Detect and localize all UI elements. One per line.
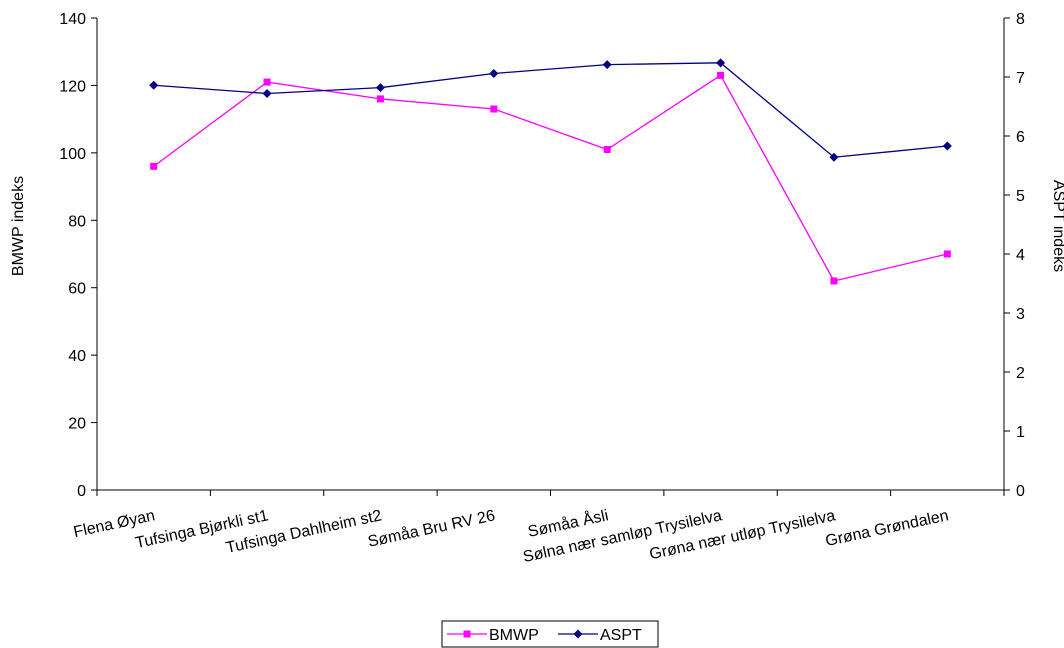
y2-tick-label: 6 [1016, 129, 1025, 146]
data-point-aspt [942, 141, 952, 151]
series-line-aspt [153, 62, 948, 158]
data-point-aspt [375, 83, 385, 93]
y-tick-label: 100 [59, 146, 86, 163]
y-tick-label: 20 [68, 416, 86, 433]
data-point-bmwp [943, 250, 951, 258]
data-point-bmwp [150, 162, 158, 170]
legend: BMWP ASPT [441, 620, 659, 648]
data-point-aspt [489, 68, 499, 78]
data-point-bmwp [603, 145, 611, 153]
y-tick-label: 80 [68, 213, 86, 230]
y2-tick-label: 2 [1016, 365, 1025, 382]
data-point-bmwp [717, 71, 725, 79]
y-tick-label: 40 [68, 348, 86, 365]
y-tick-label: 120 [59, 78, 86, 95]
legend-aspt-label: ASPT [600, 627, 642, 644]
data-point-aspt [262, 89, 272, 99]
data-point-bmwp [376, 95, 384, 103]
y-axis-label: BMWP indeks [10, 176, 27, 276]
series-aspt [149, 58, 952, 162]
data-point-bmwp [830, 277, 838, 285]
y2-tick-label: 5 [1016, 188, 1025, 205]
legend-bmwp-label: BMWP [489, 627, 539, 644]
y-tick-label: 60 [68, 281, 86, 298]
y2-tick-label: 1 [1016, 424, 1025, 441]
legend-aspt-marker [573, 629, 583, 639]
axes: 0 20 40 60 80 100 120 140 0 1 2 3 4 5 6 7 8 [59, 11, 1025, 500]
data-point-bmwp [263, 78, 271, 86]
y2-tick-label: 8 [1016, 11, 1025, 28]
y2-tick-label: 3 [1016, 306, 1025, 323]
legend-bmwp-marker [463, 630, 471, 638]
y2-tick-label: 4 [1016, 247, 1025, 264]
data-point-aspt [602, 60, 612, 70]
x-tick-label: Sømåa Bru RV 26 [366, 506, 497, 551]
data-point-aspt [829, 152, 839, 162]
series-layer [149, 58, 952, 285]
y2-axis-label: ASPT indeks [1050, 180, 1064, 272]
data-point-bmwp [490, 105, 498, 113]
y-tick-label: 0 [77, 483, 86, 500]
y-tick-label: 140 [59, 11, 86, 28]
data-point-aspt [149, 80, 159, 90]
data-point-aspt [716, 58, 726, 68]
series-bmwp [150, 71, 951, 285]
x-tick-label: Grøna Grøndalen [824, 507, 950, 550]
y2-tick-label: 7 [1016, 70, 1025, 87]
series-line-bmwp [153, 74, 948, 282]
y2-tick-label: 0 [1016, 483, 1025, 500]
